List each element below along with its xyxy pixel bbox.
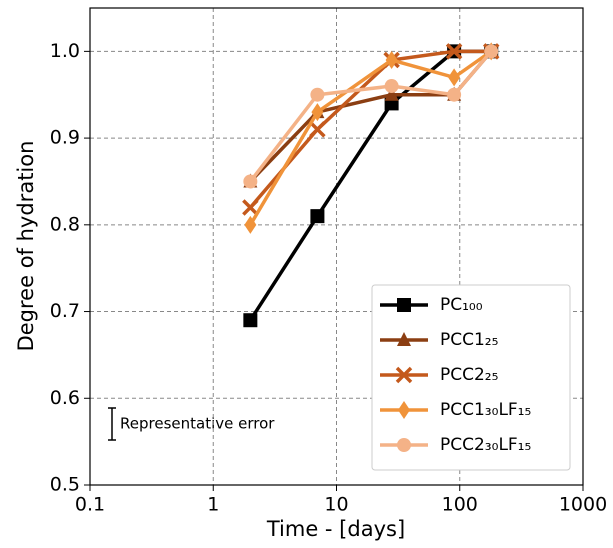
marker bbox=[244, 215, 257, 234]
marker bbox=[384, 86, 399, 101]
y-tick-label: 0.5 bbox=[50, 474, 80, 496]
plot-frame bbox=[89, 7, 584, 486]
legend-label: PCC2₃₀LF₁₅ bbox=[440, 435, 531, 455]
y-tick-label: 0.7 bbox=[50, 300, 80, 322]
y-tick-label: 0.9 bbox=[50, 127, 80, 149]
annotation: Representative error bbox=[120, 415, 275, 433]
x-tick-label: 1000 bbox=[559, 494, 607, 516]
y-tick-label: 0.8 bbox=[50, 213, 80, 235]
marker bbox=[385, 51, 398, 70]
marker bbox=[311, 103, 324, 122]
legend-label: PCC1₂₅ bbox=[440, 330, 498, 350]
x-tick-label: 10 bbox=[324, 494, 348, 516]
legend-label: PC₁₀₀ bbox=[440, 295, 483, 315]
marker bbox=[243, 313, 258, 328]
legend-label: PCC1₃₀LF₁₅ bbox=[440, 400, 531, 420]
marker bbox=[310, 87, 325, 102]
marker bbox=[310, 209, 325, 224]
legend: PC₁₀₀ PCC1₂₅ PCC2₂₅ PCC1₃₀LF₁₅ PCC2₃₀LF₁₅ bbox=[371, 284, 571, 471]
marker bbox=[397, 332, 411, 346]
marker bbox=[395, 366, 413, 384]
legend-box bbox=[371, 284, 571, 471]
y-tick-label: 0.6 bbox=[50, 387, 80, 409]
y-tick-label: 1.0 bbox=[50, 40, 80, 62]
x-axis-label: Time - [days] bbox=[266, 517, 405, 541]
marker bbox=[309, 121, 326, 138]
marker bbox=[397, 298, 411, 312]
marker bbox=[397, 438, 411, 452]
marker bbox=[243, 174, 258, 189]
marker bbox=[384, 79, 399, 94]
marker bbox=[448, 68, 461, 87]
error-bar-icon bbox=[108, 407, 116, 441]
marker bbox=[484, 44, 499, 59]
marker bbox=[242, 199, 259, 216]
marker bbox=[447, 87, 462, 102]
marker bbox=[445, 43, 463, 60]
marker bbox=[398, 401, 410, 419]
x-tick-label: 1 bbox=[207, 494, 219, 516]
legend-label: PCC2₂₅ bbox=[440, 365, 498, 385]
x-tick-label: 0.1 bbox=[75, 494, 105, 516]
x-tick-label: 100 bbox=[442, 494, 478, 516]
y-axis-label: Degree of hydration bbox=[14, 141, 38, 352]
